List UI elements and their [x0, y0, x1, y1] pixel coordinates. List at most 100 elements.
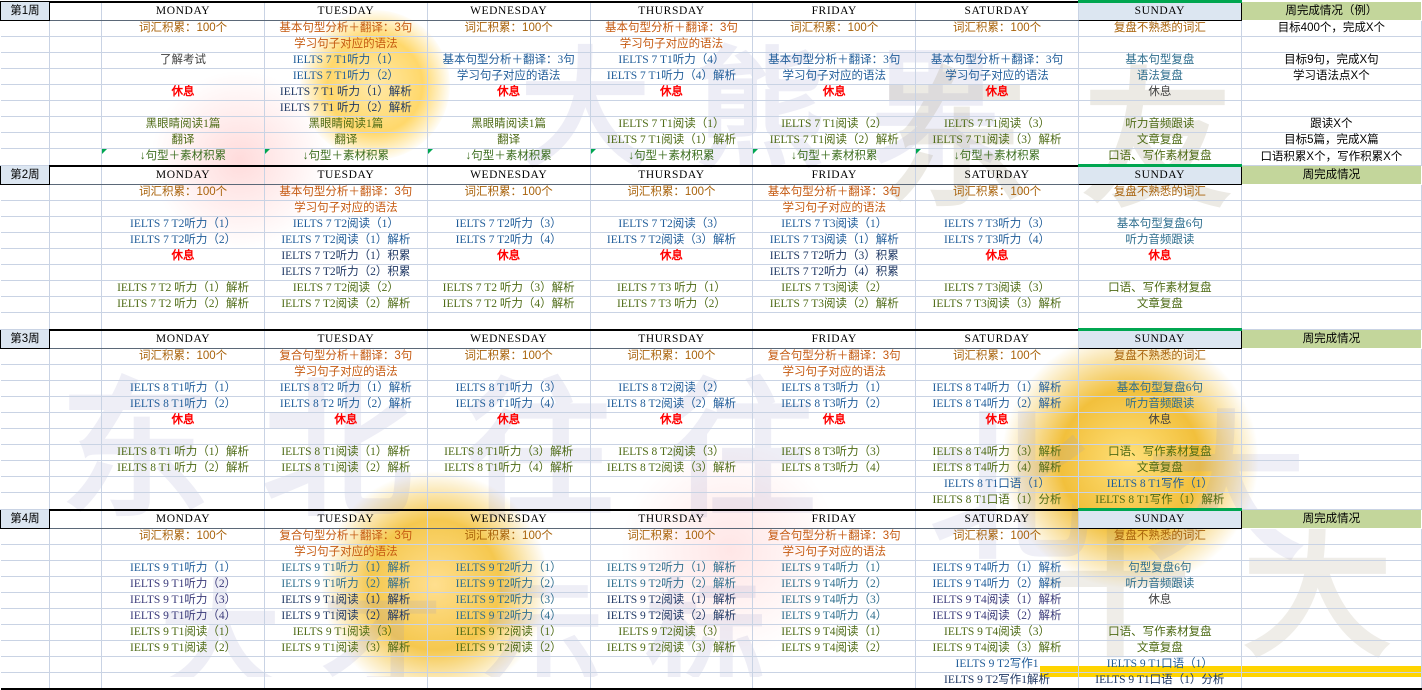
task-cell[interactable] [101, 36, 265, 53]
task-cell[interactable] [1077, 364, 1242, 381]
task-cell[interactable] [752, 672, 917, 690]
task-cell[interactable] [590, 672, 754, 690]
week-result-cell[interactable] [1241, 460, 1422, 477]
task-cell[interactable]: IELTS 7 T3听力（4） [915, 232, 1079, 249]
task-cell[interactable]: 学习句子对应的语法 [264, 364, 428, 381]
task-cell[interactable]: 黑眼睛阅读1篇 [264, 116, 428, 133]
task-cell[interactable]: 休息 [590, 248, 754, 265]
task-cell[interactable]: ↓句型＋素材积累 [264, 148, 428, 166]
task-cell[interactable] [101, 656, 265, 673]
task-cell[interactable]: 词汇积累：100个 [427, 20, 591, 37]
task-cell[interactable]: 学习句子对应的语法 [264, 200, 428, 217]
task-cell[interactable]: IELTS 9 T1听力（2） [101, 576, 265, 593]
task-cell[interactable]: 休息 [1077, 248, 1242, 265]
task-cell[interactable] [101, 312, 265, 330]
task-cell[interactable] [427, 36, 591, 53]
week-result-cell[interactable] [1241, 528, 1422, 545]
week-result-cell[interactable] [1241, 36, 1422, 53]
task-cell[interactable]: IELTS 7 T3阅读（2）解析 [752, 296, 917, 313]
task-cell[interactable]: IELTS 8 T1写作（1） [1077, 476, 1242, 493]
task-cell[interactable] [915, 200, 1079, 217]
task-cell[interactable]: IELTS 9 T1阅读（1）解析 [264, 592, 428, 609]
task-cell[interactable]: IELTS 7 T1听力（2） [264, 68, 428, 85]
task-cell[interactable]: IELTS 7 T3阅读（2） [752, 280, 917, 297]
week-result-cell[interactable] [1241, 348, 1422, 365]
task-cell[interactable]: IELTS 7 T2听力（3）积累 [752, 248, 917, 265]
week-result-cell[interactable] [1241, 608, 1422, 625]
task-cell[interactable]: IELTS 9 T1口语（1）分析 [1077, 672, 1242, 690]
task-cell[interactable]: IELTS 7 T3阅读（1）解析 [752, 232, 917, 249]
task-cell[interactable]: IELTS 8 T1写作（1）解析 [1077, 492, 1242, 510]
task-cell[interactable] [1077, 36, 1242, 53]
task-cell[interactable] [1077, 264, 1242, 281]
task-cell[interactable] [427, 476, 591, 493]
day-header-wednesday[interactable]: WEDNESDAY [427, 508, 591, 529]
task-cell[interactable]: IELTS 9 T1听力（1） [101, 560, 265, 577]
task-cell[interactable]: IELTS 7 T2听力（2）积累 [264, 264, 428, 281]
task-cell[interactable]: IELTS 9 T1阅读（3）解析 [264, 640, 428, 657]
week-result-cell[interactable] [1241, 100, 1422, 117]
task-cell[interactable]: IELTS 7 T3听力（3） [915, 216, 1079, 233]
task-cell[interactable]: 口语、写作素材复盘 [1077, 148, 1242, 166]
task-cell[interactable]: IELTS 7 T2听力（2） [101, 232, 265, 249]
task-cell[interactable]: IELTS 8 T1听力（1） [101, 380, 265, 397]
task-cell[interactable] [1077, 428, 1242, 445]
task-cell[interactable]: IELTS 9 T1阅读（2） [101, 640, 265, 657]
task-cell[interactable]: 词汇积累：100个 [752, 20, 917, 37]
task-cell[interactable]: IELTS 9 T2听力（2）解析 [590, 576, 754, 593]
task-cell[interactable]: 文章复盘 [1077, 460, 1242, 477]
task-cell[interactable]: IELTS 9 T4听力（2） [752, 576, 917, 593]
day-header-friday[interactable]: FRIDAY [752, 328, 917, 349]
task-cell[interactable]: IELTS 9 T1阅读（2）解析 [264, 608, 428, 625]
task-cell[interactable]: 休息 [915, 248, 1079, 265]
task-cell[interactable]: IELTS 9 T1听力（1）解析 [264, 560, 428, 577]
task-cell[interactable]: IELTS 7 T2阅读（1） [264, 216, 428, 233]
task-cell[interactable]: 复合句型分析＋翻译：3句 [752, 348, 917, 365]
task-cell[interactable] [590, 264, 754, 281]
task-cell[interactable]: IELTS 9 T2写作1 [915, 656, 1079, 673]
task-cell[interactable] [264, 476, 428, 493]
task-cell[interactable]: IELTS 7 T2听力（3） [427, 216, 591, 233]
task-cell[interactable] [427, 312, 591, 330]
task-cell[interactable]: 词汇积累：100个 [101, 20, 265, 37]
task-cell[interactable] [752, 36, 917, 53]
task-cell[interactable]: IELTS 7 T2听力（1）积累 [264, 248, 428, 265]
task-cell[interactable]: IELTS 7 T3阅读（3）解析 [915, 296, 1079, 313]
task-cell[interactable]: IELTS 9 T2听力（3） [427, 592, 591, 609]
task-cell[interactable]: IELTS 8 T1口语（1） [915, 476, 1079, 493]
task-cell[interactable]: 休息 [1077, 412, 1242, 429]
task-cell[interactable] [752, 100, 917, 117]
task-cell[interactable]: IELTS 7 T1阅读（3）解析 [915, 132, 1079, 149]
task-cell[interactable] [1077, 544, 1242, 561]
day-header-tuesday[interactable]: TUESDAY [264, 328, 428, 349]
task-cell[interactable]: IELTS 8 T1阅读（2）解析 [264, 460, 428, 477]
task-cell[interactable] [752, 428, 917, 445]
task-cell[interactable]: IELTS 8 T3听力（1） [752, 380, 917, 397]
task-cell[interactable]: 休息 [427, 84, 591, 101]
week-result-cell[interactable]: 学习语法点X个 [1241, 68, 1422, 85]
task-cell[interactable]: 翻译 [264, 132, 428, 149]
task-cell[interactable]: 词汇积累：100个 [101, 528, 265, 545]
task-cell[interactable]: ↓句型＋素材积累 [101, 148, 265, 166]
task-cell[interactable] [915, 36, 1079, 53]
day-header-monday[interactable]: MONDAY [101, 328, 265, 349]
task-cell[interactable]: IELTS 8 T4听力（1）解析 [915, 380, 1079, 397]
task-cell[interactable]: IELTS 8 T2阅读（2）解析 [590, 396, 754, 413]
task-cell[interactable]: 口语、写作素材复盘 [1077, 280, 1242, 297]
task-cell[interactable]: 听力音频跟读 [1077, 116, 1242, 133]
task-cell[interactable]: 词汇积累：100个 [427, 348, 591, 365]
day-header-friday[interactable]: FRIDAY [752, 508, 917, 529]
day-header-wednesday[interactable]: WEDNESDAY [427, 0, 591, 21]
task-cell[interactable] [752, 492, 917, 510]
task-cell[interactable]: 文章复盘 [1077, 296, 1242, 313]
task-cell[interactable]: IELTS 7 T1阅读（1）解析 [590, 132, 754, 149]
task-cell[interactable]: IELTS 8 T2阅读（2） [590, 380, 754, 397]
task-cell[interactable]: 词汇积累：100个 [101, 184, 265, 201]
task-cell[interactable]: IELTS 7 T1 听力（2）解析 [264, 100, 428, 117]
task-cell[interactable]: IELTS 9 T4听力（1） [752, 560, 917, 577]
task-cell[interactable]: 复盘不熟悉的词汇 [1077, 528, 1242, 545]
task-cell[interactable] [427, 672, 591, 690]
task-cell[interactable] [264, 312, 428, 330]
day-header-tuesday[interactable]: TUESDAY [264, 0, 428, 21]
week-result-cell[interactable] [1241, 312, 1422, 330]
